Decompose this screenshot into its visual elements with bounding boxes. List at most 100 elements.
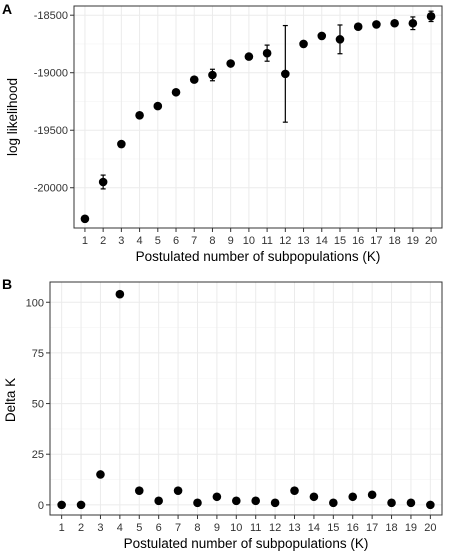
x-tick-label: 19: [405, 522, 417, 534]
y-tick-label: -19000: [34, 68, 68, 80]
x-tick-label: 10: [230, 522, 242, 534]
data-point: [406, 498, 416, 508]
data-point: [135, 110, 144, 120]
y-tick-label: 25: [32, 449, 44, 461]
x-tick-label: 7: [191, 235, 197, 247]
panel-b-x-axis-title: Postulated number of subpopulations (K): [124, 536, 369, 551]
data-point: [98, 177, 108, 187]
data-point: [226, 59, 235, 68]
x-tick-label: 20: [425, 235, 437, 247]
x-tick-label: 14: [316, 235, 328, 247]
data-point: [117, 139, 126, 149]
x-tick-label: 12: [279, 235, 291, 247]
data-point: [290, 486, 299, 495]
panel-a-points: [80, 12, 436, 224]
panel-b: B 1 2 3 4 5 6 7 8 9 10 11 12 13 14 15 16 17 18 19 20 100755…: [2, 276, 443, 551]
x-tick-label: 15: [334, 235, 346, 247]
data-point: [96, 470, 105, 479]
data-point: [262, 48, 272, 58]
x-tick-label: 9: [214, 522, 220, 534]
panel-a-letter: A: [2, 1, 12, 17]
panel-a-grid: [74, 6, 442, 228]
panel-a-x-axis-title: Postulated number of subpopulations (K): [136, 249, 381, 264]
x-tick-label: 17: [370, 235, 382, 247]
data-point: [231, 496, 241, 506]
data-point: [426, 500, 435, 510]
panel-b-points: [57, 289, 435, 510]
data-point: [193, 498, 202, 508]
x-tick-label: 16: [347, 522, 359, 534]
x-tick-label: 11: [261, 235, 272, 247]
data-point: [212, 492, 222, 502]
data-point: [153, 101, 163, 111]
data-point: [367, 490, 377, 500]
x-tick-label: 14: [308, 522, 320, 534]
data-point: [281, 69, 290, 79]
y-tick-label: 50: [32, 399, 44, 411]
data-point: [208, 70, 217, 80]
x-tick-label: 5: [155, 235, 161, 247]
panel-b-letter: B: [2, 276, 12, 292]
x-tick-label: 2: [78, 522, 84, 534]
panel-b-grid: [50, 282, 442, 515]
x-tick-label: 18: [389, 235, 401, 247]
x-tick-label: 17: [366, 522, 378, 534]
x-tick-label: 18: [385, 522, 397, 534]
x-tick-label: 10: [243, 235, 255, 247]
x-tick-label: 2: [100, 235, 106, 247]
data-point: [353, 22, 363, 32]
x-tick-label: 8: [209, 235, 215, 247]
data-point: [189, 75, 199, 84]
data-point: [270, 498, 280, 508]
x-tick-label: 3: [118, 235, 124, 247]
data-point: [115, 289, 125, 299]
data-point: [154, 496, 163, 506]
data-point: [426, 12, 436, 21]
data-point: [80, 214, 90, 224]
x-tick-label: 4: [117, 522, 123, 534]
x-tick-label: 7: [175, 522, 181, 534]
panel-b-border: [49, 281, 443, 516]
data-point: [57, 500, 66, 510]
data-point: [387, 498, 396, 508]
data-point: [390, 18, 399, 28]
data-point: [173, 486, 183, 495]
data-point: [244, 52, 254, 61]
data-point: [76, 500, 86, 510]
data-point: [309, 492, 319, 502]
x-tick-label: 1: [59, 522, 65, 534]
x-tick-label: 6: [156, 522, 162, 534]
x-tick-label: 11: [250, 522, 261, 534]
data-point: [171, 87, 181, 97]
panel-b-y-ticks: 100 75 50 25 0: [26, 297, 50, 512]
data-point: [335, 35, 345, 44]
x-tick-label: 20: [424, 522, 436, 534]
x-tick-label: 13: [288, 522, 300, 534]
y-tick-label: 75: [32, 348, 44, 360]
x-tick-label: 6: [173, 235, 179, 247]
data-point: [299, 39, 308, 49]
x-tick-label: 19: [407, 235, 419, 247]
panel-a-x-ticks: 1 2 3 4 5 6 7 8 9 10 11 12 13 14 15 16 17 18 19 20: [82, 228, 437, 247]
y-tick-label: 0: [38, 500, 44, 512]
panel-b-y-axis-title: Delta K: [3, 378, 18, 422]
data-point: [134, 486, 144, 495]
data-point: [408, 18, 418, 28]
y-tick-label: 100: [26, 297, 44, 309]
data-point: [329, 498, 338, 508]
y-tick-label: -19500: [34, 125, 68, 137]
x-tick-label: 1: [82, 235, 88, 247]
x-tick-label: 3: [97, 522, 103, 534]
x-tick-label: 4: [137, 235, 143, 247]
panel-a-y-axis-title: log likelihood: [5, 78, 20, 156]
data-point: [348, 492, 358, 502]
panel-a-y-ticks: -18500 -19000 -19500 -20000: [34, 10, 74, 195]
panel-b-x-ticks: 1 2 3 4 5 6 7 8 9 10 11 12 13 14 15 16 17 18 19 20: [59, 515, 436, 534]
x-tick-label: 12: [269, 522, 281, 534]
data-point: [372, 20, 381, 29]
data-point: [317, 31, 327, 41]
panel-a-error-bars: [82, 10, 434, 221]
y-tick-label: -20000: [34, 183, 68, 195]
data-point: [251, 496, 261, 506]
